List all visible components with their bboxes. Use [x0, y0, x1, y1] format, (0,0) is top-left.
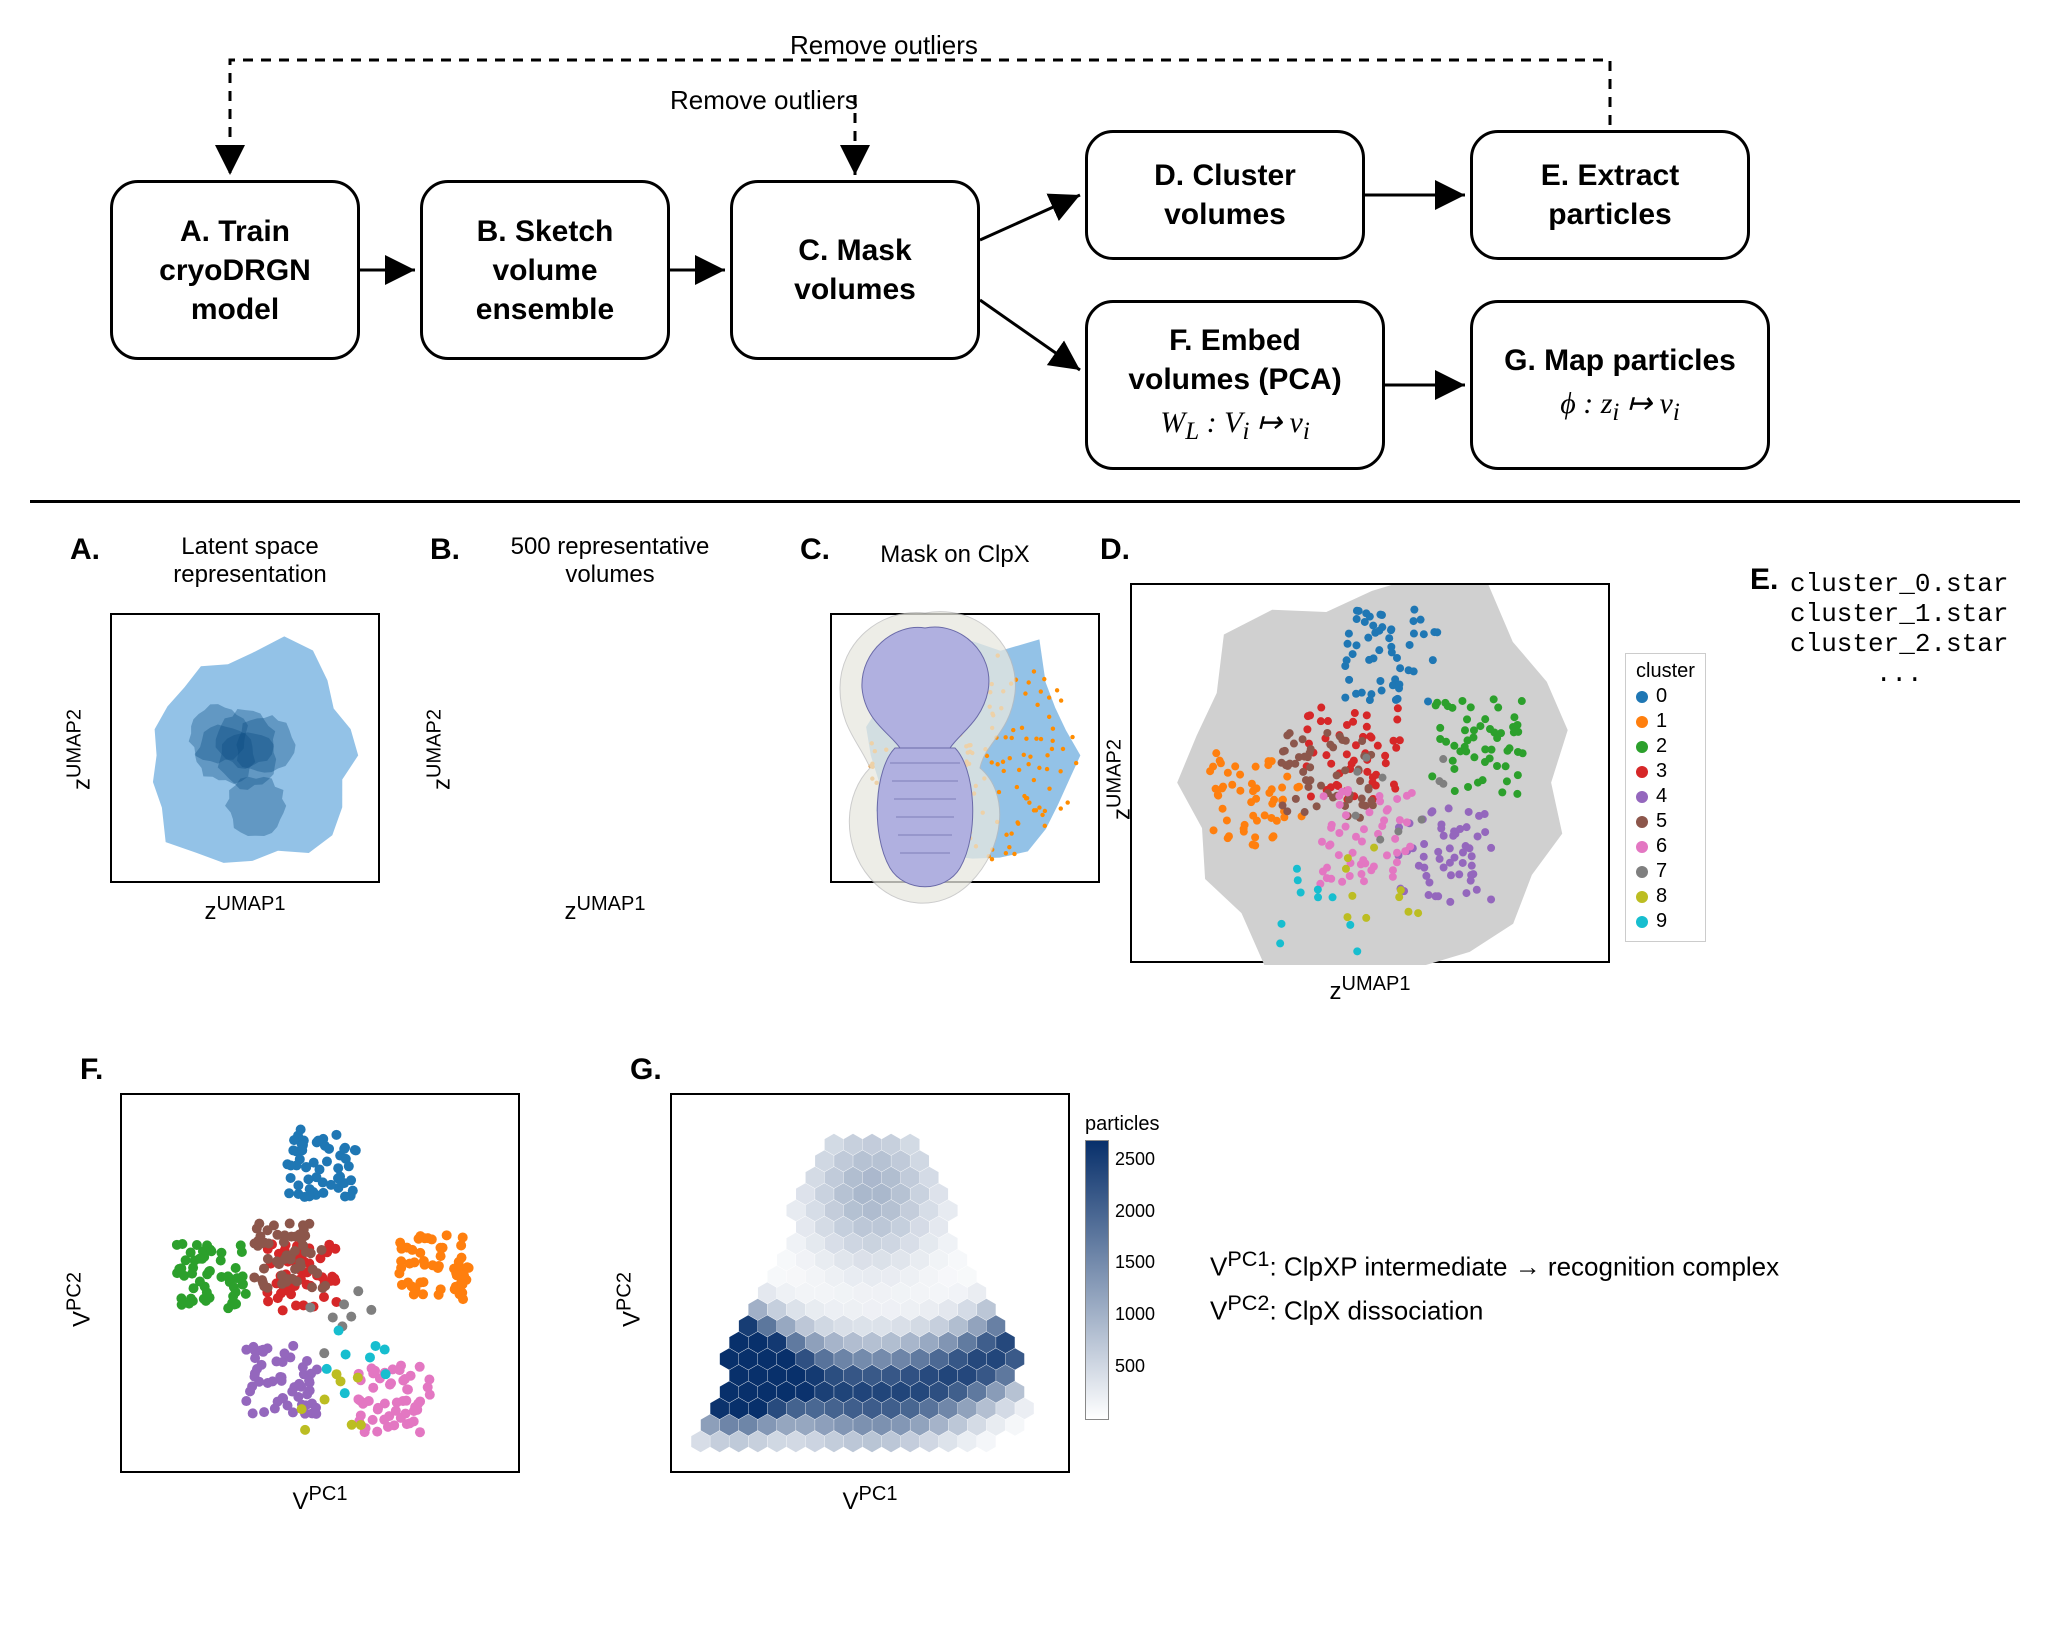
dashed-arrow-label-1: Remove outliers — [670, 85, 858, 116]
panel-C-title: Mask on ClpX — [840, 541, 1070, 569]
panel-A: A. Latent spacerepresentation zUMAP2 zUM… — [30, 533, 410, 953]
panel-C: C. Mask on ClpX — [770, 533, 1070, 953]
panel-G: G. VPC2 VPC1 particles 500 1000 1500 2000 250… — [580, 1053, 1200, 1533]
panel-D-ylabel: zUMAP2 — [1104, 680, 1137, 880]
panel-F-letter: F. — [80, 1053, 103, 1087]
panel-B-letter: B. — [430, 533, 460, 567]
file-line-3: ... — [1790, 659, 2008, 689]
panel-G-colorbar: particles 500 1000 1500 2000 2500 — [1085, 1113, 1159, 1420]
legend-item-8: 8 — [1636, 885, 1695, 908]
legend-item-5: 5 — [1636, 810, 1695, 833]
panel-C-render — [810, 593, 1040, 913]
panel-A-ylabel: zUMAP2 — [64, 670, 97, 830]
legend-item-2: 2 — [1636, 735, 1695, 758]
panel-B-title: 500 representativevolumes — [480, 533, 740, 589]
panel-G-letter: G. — [630, 1053, 662, 1087]
legend-item-4: 4 — [1636, 785, 1695, 808]
legend-item-1: 1 — [1636, 710, 1695, 733]
panel-A-title: Latent spacerepresentation — [120, 533, 380, 589]
panel-B: B. 500 representativevolumes zUMAP2 zUMA… — [390, 533, 770, 953]
colorbar-tick-1000: 1000 — [1115, 1304, 1155, 1325]
flow-node-C: C. Maskvolumes — [730, 180, 980, 360]
colorbar-tick-2000: 2000 — [1115, 1201, 1155, 1222]
colorbar-tick-2500: 2500 — [1115, 1149, 1155, 1170]
file-line-2: cluster_2.star — [1790, 629, 2008, 659]
panel-B-ylabel: zUMAP2 — [424, 670, 457, 830]
legend-item-9: 9 — [1636, 910, 1695, 933]
legend-item-0: 0 — [1636, 685, 1695, 708]
panel-B-xlabel: zUMAP1 — [470, 893, 740, 926]
legend-item-6: 6 — [1636, 835, 1695, 858]
flow-node-A: A. TraincryoDRGNmodel — [110, 180, 360, 360]
panel-F-xlabel: VPC1 — [120, 1483, 520, 1516]
flow-node-G: G. Map particlesϕ : zi ↦ vi — [1470, 300, 1770, 470]
flow-node-E: E. Extractparticles — [1470, 130, 1750, 260]
legend-item-3: 3 — [1636, 760, 1695, 783]
panel-D-xlabel: zUMAP1 — [1130, 973, 1610, 1006]
panel-A-letter: A. — [70, 533, 100, 567]
panel-D-letter: D. — [1100, 533, 1130, 567]
annotation-line: VPC2: ClpX dissociation — [1210, 1287, 1779, 1331]
panel-G-ylabel: VPC2 — [614, 1220, 647, 1380]
panel-A-plot — [110, 613, 380, 883]
legend-item-7: 7 — [1636, 860, 1695, 883]
panel-D-plot — [1130, 583, 1610, 963]
panel-C-letter: C. — [800, 533, 830, 567]
file-line-1: cluster_1.star — [1790, 599, 2008, 629]
annotation-line: VPC1: ClpXP intermediate → recognition c… — [1210, 1243, 1779, 1287]
panel-A-xlabel: zUMAP1 — [110, 893, 380, 926]
section-divider — [30, 500, 2020, 503]
panel-F: F. VPC2 VPC1 — [30, 1053, 570, 1533]
panel-F-ylabel: VPC2 — [64, 1220, 97, 1380]
panels-container: A. Latent spacerepresentation zUMAP2 zUM… — [30, 533, 2020, 1613]
panel-F-plot — [120, 1093, 520, 1473]
flow-node-F: F. Embedvolumes (PCA)WL : Vi ↦ vi — [1085, 300, 1385, 470]
flow-node-D: D. Clustervolumes — [1085, 130, 1365, 260]
panel-G-plot — [670, 1093, 1070, 1473]
colorbar-title: particles — [1085, 1113, 1159, 1136]
colorbar-tick-1500: 1500 — [1115, 1252, 1155, 1273]
panel-D-legend: cluster0123456789 — [1625, 653, 1706, 942]
dashed-arrow-label-0: Remove outliers — [790, 30, 978, 61]
flowchart-container: A. TraincryoDRGNmodel B. Sketchvolumeense… — [30, 30, 2020, 480]
panel-E-filelist: cluster_0.starcluster_1.starcluster_2.st… — [1790, 569, 2008, 689]
colorbar-tick-500: 500 — [1115, 1356, 1145, 1377]
file-line-0: cluster_0.star — [1790, 569, 2008, 599]
panel-D: D. zUMAP2 zUMAP1 cluster0123456789 — [1070, 533, 1770, 1033]
panel-E-letter: E. — [1750, 563, 1778, 597]
pc-annotation: VPC1: ClpXP intermediate → recognition c… — [1210, 1243, 1779, 1330]
flow-node-B: B. Sketchvolumeensemble — [420, 180, 670, 360]
panel-G-xlabel: VPC1 — [670, 1483, 1070, 1516]
